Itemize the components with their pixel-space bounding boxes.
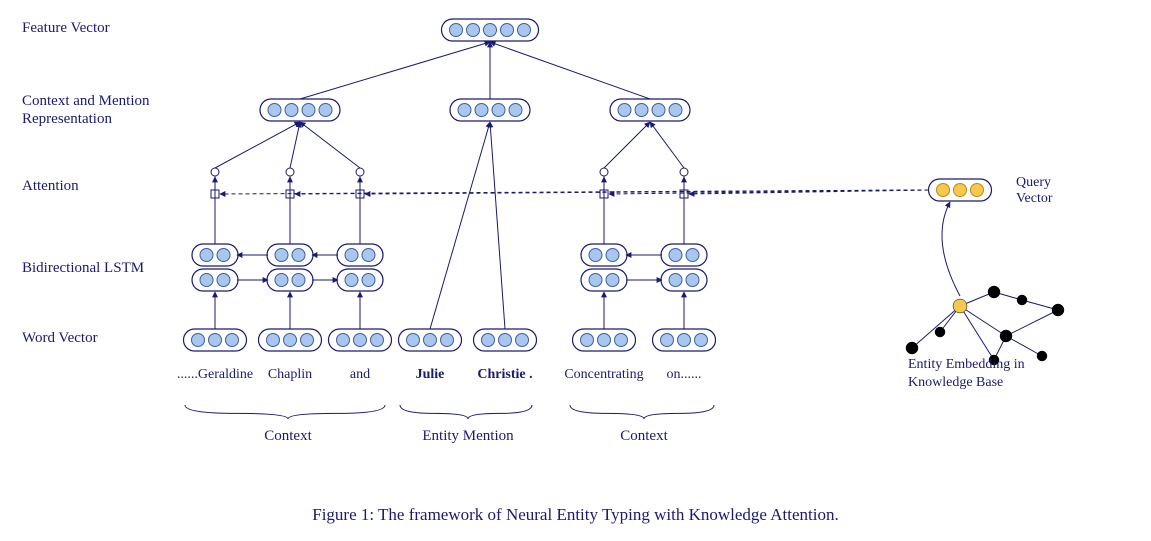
kb-label: Entity Embedding in (908, 357, 1025, 372)
lstm-cell (661, 244, 707, 266)
lstm-cell (581, 269, 627, 291)
lstm-cell (337, 269, 383, 291)
row-label: Attention (22, 178, 79, 194)
kb-node (906, 342, 918, 354)
arrow-to-feature (300, 42, 490, 99)
brace (185, 405, 385, 419)
ctx-mention-rep-2 (610, 99, 690, 121)
word-vector-2 (329, 329, 392, 351)
word-vector-6 (653, 329, 716, 351)
diagram-canvas: Feature Vector Context and Mention Represe… (0, 0, 1151, 541)
lstm-cell (581, 244, 627, 266)
word-vector-5 (573, 329, 636, 351)
att-to-ctxrep (300, 122, 360, 168)
row-label: Representation (22, 111, 112, 127)
word-label: Christie . (477, 367, 532, 382)
kb-to-query (942, 202, 960, 296)
attention-node (600, 168, 608, 176)
word-label: Chaplin (268, 367, 312, 382)
figure-caption: Figure 1: The framework of Neural Entity… (312, 505, 839, 524)
section-label: Context (264, 428, 312, 444)
att-to-ctxrep (290, 122, 300, 168)
attention-node (211, 168, 219, 176)
lstm-cell (267, 269, 313, 291)
kb-node (988, 286, 1000, 298)
attention-node (356, 168, 364, 176)
lstm-cell (337, 244, 383, 266)
wv-to-mention (490, 122, 505, 329)
word-label: Julie (416, 367, 445, 382)
section-label: Context (620, 428, 668, 444)
lstm-cell (661, 269, 707, 291)
kb-edge (960, 306, 1006, 336)
ctx-mention-rep-1 (450, 99, 530, 121)
query-label: Query (1016, 175, 1051, 190)
feature-vector (442, 19, 539, 41)
word-label: ......Geraldine (177, 367, 253, 382)
query-label: Vector (1016, 191, 1053, 206)
query-vector (929, 179, 992, 201)
kb-node-highlight (953, 299, 967, 313)
row-label: Word Vector (22, 330, 98, 346)
row-label: Feature Vector (22, 20, 110, 36)
section-label: Entity Mention (422, 428, 514, 444)
query-to-att (609, 190, 929, 194)
att-to-ctxrep (215, 122, 300, 168)
attention-node (680, 168, 688, 176)
word-label: on...... (667, 367, 702, 382)
kb-label: Knowledge Base (908, 375, 1003, 390)
row-label: Bidirectional LSTM (22, 260, 144, 276)
kb-node (935, 327, 945, 337)
ctx-mention-rep-0 (260, 99, 340, 121)
lstm-cell (192, 269, 238, 291)
brace (570, 405, 714, 419)
brace (400, 405, 532, 419)
lstm-cell (192, 244, 238, 266)
lstm-cell (267, 244, 313, 266)
word-label: Concentrating (564, 367, 643, 382)
kb-node (1000, 330, 1012, 342)
row-label: Context and Mention (22, 93, 150, 109)
word-label: and (350, 367, 370, 382)
attention-node (286, 168, 294, 176)
arrow-to-feature (490, 42, 650, 99)
kb-edge (912, 306, 960, 348)
kb-edge (960, 306, 994, 360)
word-vector-1 (259, 329, 322, 351)
kb-node (1017, 295, 1027, 305)
word-vector-3 (399, 329, 462, 351)
att-to-ctxrep (650, 122, 684, 168)
word-vector-0 (184, 329, 247, 351)
wv-to-mention (430, 122, 490, 329)
att-to-ctxrep (604, 122, 650, 168)
kb-node (1052, 304, 1064, 316)
kb-edge (1006, 310, 1058, 336)
kb-node (1037, 351, 1047, 361)
word-vector-4 (474, 329, 537, 351)
